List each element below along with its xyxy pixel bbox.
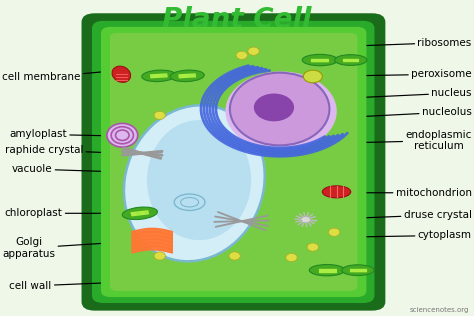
Text: mitochondrion: mitochondrion <box>348 188 472 198</box>
Text: vacuole: vacuole <box>12 164 128 174</box>
Ellipse shape <box>154 252 165 260</box>
Ellipse shape <box>302 54 337 66</box>
Text: Golgi
apparatus: Golgi apparatus <box>2 237 128 259</box>
Ellipse shape <box>142 70 176 82</box>
Ellipse shape <box>229 252 240 260</box>
Ellipse shape <box>225 71 337 151</box>
Text: Plant Cell: Plant Cell <box>162 6 312 34</box>
Text: nucleus: nucleus <box>317 88 472 100</box>
Text: peroxisome: peroxisome <box>313 69 472 79</box>
Ellipse shape <box>107 124 137 147</box>
Ellipse shape <box>236 51 247 59</box>
FancyBboxPatch shape <box>110 33 357 291</box>
Text: endoplasmic
reticulum: endoplasmic reticulum <box>310 130 472 151</box>
Text: nucleolus: nucleolus <box>293 107 472 120</box>
Ellipse shape <box>170 70 204 82</box>
Ellipse shape <box>307 243 319 251</box>
Ellipse shape <box>301 216 310 223</box>
Ellipse shape <box>286 253 297 262</box>
Ellipse shape <box>335 55 367 65</box>
Ellipse shape <box>303 70 322 83</box>
Ellipse shape <box>230 73 329 145</box>
FancyBboxPatch shape <box>101 27 366 297</box>
FancyBboxPatch shape <box>82 13 385 311</box>
Text: amyloplast: amyloplast <box>9 129 113 139</box>
Text: druse crystal: druse crystal <box>319 210 472 220</box>
Ellipse shape <box>322 186 351 198</box>
Text: cytoplasm: cytoplasm <box>315 230 472 240</box>
Text: chloroplast: chloroplast <box>5 208 121 218</box>
Ellipse shape <box>112 66 131 82</box>
Text: raphide crystal: raphide crystal <box>5 145 122 155</box>
Ellipse shape <box>342 265 374 276</box>
Ellipse shape <box>254 94 294 121</box>
Text: cell membrane: cell membrane <box>2 70 128 82</box>
Ellipse shape <box>124 105 265 261</box>
FancyBboxPatch shape <box>92 21 374 303</box>
Ellipse shape <box>147 120 251 240</box>
Text: cell wall: cell wall <box>9 281 107 291</box>
Ellipse shape <box>248 47 259 55</box>
Text: sciencenotes.org: sciencenotes.org <box>410 307 469 313</box>
Ellipse shape <box>309 264 345 276</box>
Ellipse shape <box>154 111 165 119</box>
Ellipse shape <box>122 207 157 220</box>
Ellipse shape <box>328 228 340 236</box>
Text: ribosomes: ribosomes <box>273 38 472 49</box>
